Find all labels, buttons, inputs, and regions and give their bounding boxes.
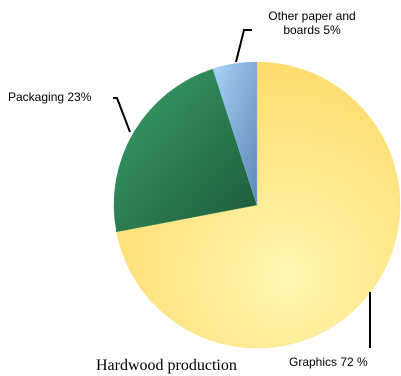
slice-label: Other paper and boards 5% bbox=[268, 9, 356, 37]
leader-line bbox=[235, 29, 252, 63]
pie-slice bbox=[116, 61, 401, 349]
slice-label: Graphics 72 % bbox=[289, 355, 368, 369]
pie-slice bbox=[113, 68, 258, 233]
leader-line bbox=[113, 97, 131, 133]
subtitle: Hardwood production bbox=[96, 357, 237, 374]
pie-slice bbox=[212, 61, 258, 206]
slice-label: Packaging 23% bbox=[8, 90, 92, 104]
